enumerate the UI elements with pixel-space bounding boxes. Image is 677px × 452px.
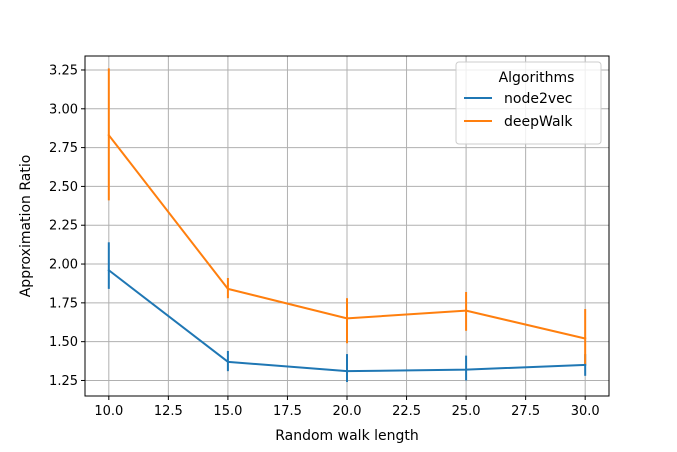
deepWalk-legend-label: deepWalk: [504, 114, 573, 130]
x-tick-label: 10.0: [94, 404, 123, 419]
legend-items: node2vec deepWalk: [464, 91, 573, 130]
y-tick-label: 2.00: [49, 258, 78, 273]
x-tick-label: 27.5: [511, 404, 540, 419]
x-tick-label: 20.0: [333, 404, 362, 419]
node2vec-series-line: [107, 268, 587, 373]
y-axis-label: Approximation Ratio: [18, 155, 34, 298]
x-tick-label: 25.0: [452, 404, 481, 419]
y-tick-label: 1.75: [49, 296, 78, 311]
grid-lines: [85, 56, 609, 396]
x-tick-label: 12.5: [154, 404, 183, 419]
legend-box: [455, 61, 602, 145]
node2vec-legend-label: node2vec: [504, 91, 572, 107]
y-tick-label: 1.25: [49, 374, 78, 389]
y-tick-label: 2.75: [49, 141, 78, 156]
y-tick-label: 3.25: [49, 63, 78, 78]
legend: Algorithms node2vec deepWalk: [455, 61, 602, 145]
deepWalk-series-line: [107, 133, 587, 340]
y-tick-label: 2.50: [49, 180, 78, 195]
x-tick-label: 22.5: [392, 404, 421, 419]
series-lines: [107, 133, 587, 373]
x-axis-ticks: 10.0 12.5 15.0 17.5 20.0 22.5 25.0 27.5 30.0: [94, 396, 600, 419]
y-tick-label: 2.25: [49, 219, 78, 234]
x-tick-label: 30.0: [571, 404, 600, 419]
x-tick-label: 17.5: [273, 404, 302, 419]
legend-title: Algorithms: [499, 70, 575, 86]
x-axis-label: Random walk length: [275, 428, 419, 444]
y-tick-label: 3.00: [49, 102, 78, 117]
y-tick-label: 1.50: [49, 335, 78, 350]
x-tick-label: 15.0: [213, 404, 242, 419]
y-axis-ticks: 1.25 1.50 1.75 2.00 2.25 2.50 2.75 3.00 3.25: [49, 63, 85, 389]
